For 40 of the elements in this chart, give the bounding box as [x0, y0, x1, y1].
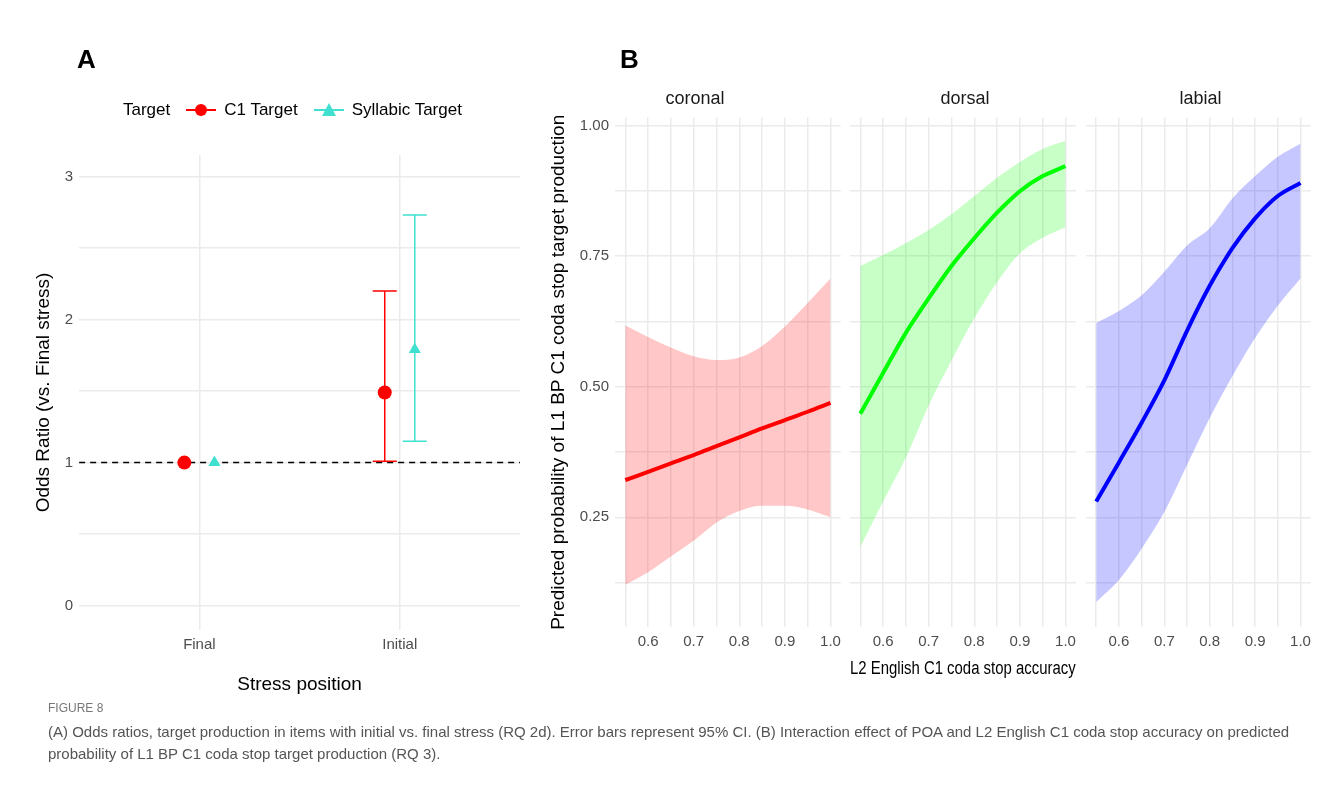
y-tick-label: 3: [64, 166, 74, 184]
text: B: [620, 44, 639, 75]
x-tick-label: 0.7: [1153, 632, 1175, 650]
line-series: [623, 400, 833, 483]
y-axis-title: Odds Ratio (vs. Final stress): [31, 272, 53, 513]
legend-title: Target: [123, 100, 171, 120]
x-axis-title: L2 English C1 coda stop accuracy: [850, 657, 1077, 679]
y-tick-label: 1.00: [579, 115, 609, 133]
chart-title: coronal: [665, 87, 725, 108]
legend-label: C1 Target: [224, 100, 298, 120]
caption: FIGURE 8: [48, 700, 105, 717]
y-tick-label: 1: [64, 452, 74, 470]
y-tick-label: 0.75: [579, 246, 609, 264]
x-tick-label: 0.7: [918, 632, 940, 650]
chart-title: labial: [1179, 87, 1222, 108]
y-tick-label: 0.25: [579, 507, 609, 525]
x-tick-label: Initial: [382, 635, 418, 653]
legend-label: Syllabic Target: [351, 100, 462, 120]
x-tick-label: 0.9: [774, 632, 796, 650]
x-tick-label: 1.0: [1290, 632, 1311, 650]
x-tick-label: 0.8: [963, 632, 985, 650]
x-tick-label: 0.6: [637, 632, 659, 650]
x-tick-label: 0.6: [1108, 632, 1130, 650]
x-axis-title: Stress position: [237, 672, 362, 694]
y-tick-label: 0.50: [579, 376, 609, 394]
y-tick-label: 0: [64, 595, 74, 613]
text: A: [77, 44, 96, 75]
x-tick-label: 0.7: [683, 632, 705, 650]
x-tick-label: Final: [183, 635, 216, 653]
x-tick-label: 0.8: [1199, 632, 1221, 650]
x-tick-label: 0.6: [872, 632, 894, 650]
text: (A) Odds ratios, target production in items with initial vs. final stress (RQ 2d). Error bars represent 95% CI. (B) Interaction effect of POA and L2 English C1 coda stop accuracy on predicted probability of L1 BP C1 coda stop target production (RQ 3).: [48, 722, 1291, 765]
y-tick-label: 2: [64, 309, 74, 327]
chart-title: dorsal: [940, 87, 990, 108]
x-tick-label: 0.9: [1009, 632, 1031, 650]
x-tick-label: 0.9: [1244, 632, 1266, 650]
y-axis-title: Predicted probability of L1 BP C1 coda stop target production: [546, 114, 568, 630]
x-tick-label: 1.0: [1055, 632, 1076, 650]
x-tick-label: 1.0: [820, 632, 841, 650]
x-tick-label: 0.8: [728, 632, 750, 650]
